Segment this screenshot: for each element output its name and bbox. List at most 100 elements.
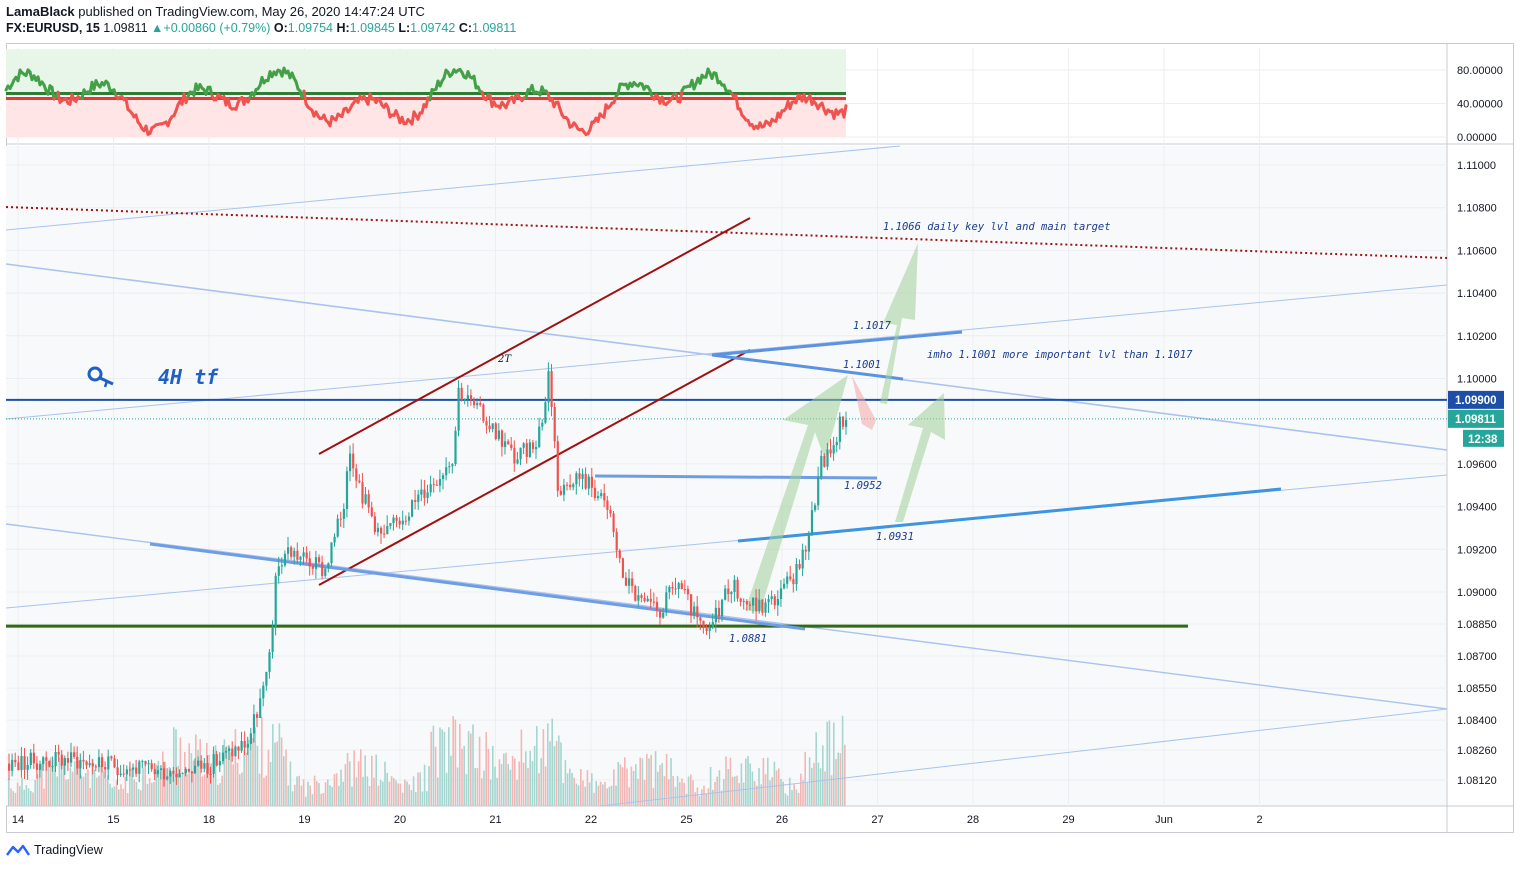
candle-body bbox=[187, 768, 190, 772]
candle-body bbox=[262, 685, 265, 699]
candle-body bbox=[35, 763, 39, 770]
volume-bar bbox=[767, 757, 769, 806]
volume-bar bbox=[410, 790, 413, 806]
volume-bar bbox=[384, 761, 386, 806]
low-value: 1.09742 bbox=[410, 21, 456, 35]
volume-bar bbox=[705, 794, 707, 806]
volume-bar bbox=[426, 791, 428, 806]
candle-body bbox=[327, 563, 330, 569]
candle-body bbox=[683, 588, 686, 590]
volume-bar bbox=[234, 729, 237, 806]
candle-body bbox=[11, 759, 14, 771]
candle-body bbox=[48, 760, 51, 767]
change-arrow-icon: ▲ bbox=[151, 21, 164, 35]
volume-bar bbox=[716, 776, 718, 806]
candle-body bbox=[249, 733, 252, 744]
volume-bar bbox=[186, 774, 188, 806]
price-tick-label: 1.10000 bbox=[1457, 374, 1497, 386]
volume-bar bbox=[498, 759, 501, 806]
price-tick-label: 1.09400 bbox=[1457, 502, 1497, 514]
time-tick-label: 21 bbox=[489, 814, 501, 826]
candle-body bbox=[32, 752, 35, 764]
volume-bar bbox=[131, 768, 133, 806]
candle-body bbox=[612, 513, 615, 532]
volume-bar bbox=[107, 775, 109, 806]
volume-bar bbox=[826, 721, 828, 806]
candle-body bbox=[491, 423, 494, 430]
price-tick-label: 1.10200 bbox=[1457, 331, 1497, 343]
volume-bar bbox=[23, 789, 25, 806]
footer-brand[interactable]: TradingView bbox=[6, 843, 103, 857]
volume-bar bbox=[819, 768, 822, 806]
candle-body bbox=[407, 516, 411, 521]
imho-annotation: imho 1.1001 more important lvl than 1.10… bbox=[927, 349, 1193, 361]
volume-bar bbox=[115, 780, 118, 806]
candle-body bbox=[97, 757, 101, 768]
volume-bar bbox=[542, 729, 545, 806]
symbol-name[interactable]: FX:EURUSD, 15 bbox=[6, 21, 100, 35]
candle-body bbox=[500, 430, 504, 447]
volume-bar bbox=[593, 792, 595, 806]
candle-body bbox=[66, 758, 70, 763]
volume-bar bbox=[225, 745, 228, 806]
candle-body bbox=[637, 595, 640, 601]
candle-body bbox=[271, 626, 274, 653]
volume-bar bbox=[430, 731, 432, 806]
volume-bar bbox=[835, 758, 837, 806]
volume-bar bbox=[82, 776, 85, 806]
candle-body bbox=[299, 556, 302, 560]
candle-body bbox=[553, 406, 556, 442]
candle-body bbox=[228, 748, 231, 752]
volume-bar bbox=[247, 739, 250, 806]
volume-bar bbox=[162, 751, 164, 806]
volume-bar bbox=[140, 790, 142, 806]
author-name[interactable]: LamaBlack bbox=[6, 4, 75, 19]
volume-bar bbox=[302, 779, 305, 806]
candle-body bbox=[730, 592, 733, 595]
volume-bar bbox=[393, 778, 395, 806]
candle-body bbox=[116, 767, 119, 776]
candle-body bbox=[200, 760, 203, 769]
publish-text: published on TradingView.com, May 26, 20… bbox=[78, 4, 425, 19]
volume-bar bbox=[703, 785, 705, 806]
volume-bar bbox=[485, 732, 487, 806]
volume-bar bbox=[118, 789, 120, 806]
candle-body bbox=[17, 762, 20, 771]
volume-bar bbox=[841, 715, 844, 806]
candle-body bbox=[792, 579, 795, 585]
volume-bar bbox=[652, 787, 655, 806]
volume-bar bbox=[762, 757, 765, 806]
volume-bar bbox=[439, 727, 441, 806]
volume-bar bbox=[318, 782, 320, 806]
candle-body bbox=[535, 447, 538, 450]
candle-body bbox=[525, 443, 528, 457]
candle-body bbox=[435, 484, 438, 486]
candle-body bbox=[20, 756, 23, 771]
time-tick-label: 14 bbox=[12, 814, 24, 826]
candle-body bbox=[820, 455, 823, 478]
volume-bar bbox=[617, 762, 619, 806]
volume-bar bbox=[520, 729, 523, 806]
volume-bar bbox=[507, 764, 509, 806]
volume-bar bbox=[771, 777, 773, 806]
candle-body bbox=[742, 600, 745, 602]
oscillator-panel bbox=[4, 49, 848, 137]
candle-body bbox=[569, 484, 572, 488]
volume-bar bbox=[179, 737, 182, 806]
candle-body bbox=[438, 479, 442, 486]
volume-bar bbox=[415, 792, 417, 806]
dotted-resistance-1.1066 bbox=[5, 206, 1448, 259]
volume-bar bbox=[791, 790, 793, 806]
level-1.1017-label: 1.1017 bbox=[853, 320, 892, 332]
volume-bar bbox=[56, 776, 58, 806]
candle-body bbox=[528, 442, 531, 457]
candle-body bbox=[832, 445, 835, 454]
volume-bar bbox=[569, 768, 571, 806]
volume-bar bbox=[320, 793, 322, 806]
volume-bar bbox=[135, 781, 138, 806]
candle-body bbox=[280, 565, 283, 567]
volume-bar bbox=[668, 779, 670, 806]
candle-body bbox=[82, 759, 85, 762]
volume-bar bbox=[659, 765, 661, 806]
